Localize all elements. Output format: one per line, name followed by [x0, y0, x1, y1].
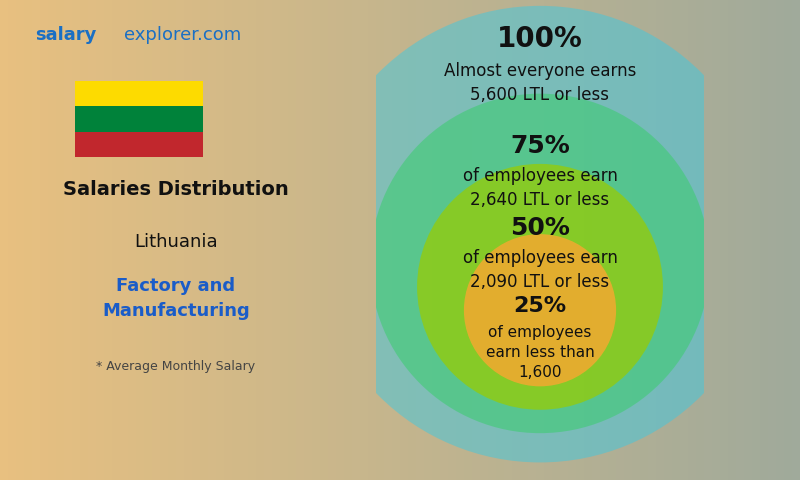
- Bar: [75, 107, 203, 132]
- Circle shape: [312, 6, 768, 462]
- Text: 25%: 25%: [514, 296, 566, 316]
- Circle shape: [464, 234, 616, 386]
- Text: of employees
earn less than
1,600: of employees earn less than 1,600: [486, 325, 594, 380]
- Text: Lithuania: Lithuania: [134, 233, 218, 251]
- Text: 75%: 75%: [510, 134, 570, 158]
- Text: explorer.com: explorer.com: [124, 26, 241, 44]
- Text: of employees earn
2,640 LTL or less: of employees earn 2,640 LTL or less: [462, 168, 618, 209]
- Text: Factory and
Manufacturing: Factory and Manufacturing: [102, 277, 250, 320]
- Bar: [75, 81, 203, 107]
- Circle shape: [417, 164, 663, 410]
- Bar: [75, 132, 203, 157]
- Text: salary: salary: [35, 26, 96, 44]
- Text: Salaries Distribution: Salaries Distribution: [63, 180, 289, 199]
- Text: * Average Monthly Salary: * Average Monthly Salary: [97, 360, 255, 373]
- Text: 50%: 50%: [510, 216, 570, 240]
- Text: 100%: 100%: [497, 24, 583, 53]
- Circle shape: [370, 94, 710, 433]
- Text: Almost everyone earns
5,600 LTL or less: Almost everyone earns 5,600 LTL or less: [444, 62, 636, 104]
- Text: of employees earn
2,090 LTL or less: of employees earn 2,090 LTL or less: [462, 250, 618, 291]
